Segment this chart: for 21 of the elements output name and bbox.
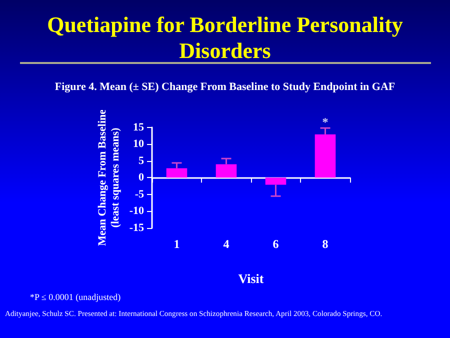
y-tick-label: 0	[138, 172, 144, 184]
x-axis-title: Visit	[238, 271, 264, 286]
bar	[314, 134, 336, 178]
y-tick-label: 15	[133, 121, 144, 134]
bar	[166, 168, 188, 178]
x-tick-label: 6	[272, 237, 279, 251]
x-tick-label: 4	[223, 237, 230, 251]
chart-subtitle: Figure 4. Mean (± SE) Change From Baseline to Study Endpoint in GAF	[54, 80, 396, 94]
y-tick-label: -5	[134, 188, 144, 200]
y-tick-label: 10	[133, 138, 144, 150]
y-axis-title: Mean Change From Baseline (least squares means)	[96, 109, 122, 246]
x-tick-label: 8	[322, 237, 328, 251]
text: *P ≤ 0.0001 (unadjusted)	[30, 292, 121, 302]
y-tick-label: -15	[129, 222, 144, 234]
y-tick-label: -10	[129, 205, 144, 218]
bar	[265, 178, 286, 185]
bar	[216, 164, 237, 178]
y-tick-label: 5	[138, 154, 144, 167]
annotation: *	[322, 115, 328, 130]
chart-title: Quetiapine for Borderline Personality Disorders	[46, 12, 404, 64]
x-tick-label: 1	[174, 237, 180, 251]
